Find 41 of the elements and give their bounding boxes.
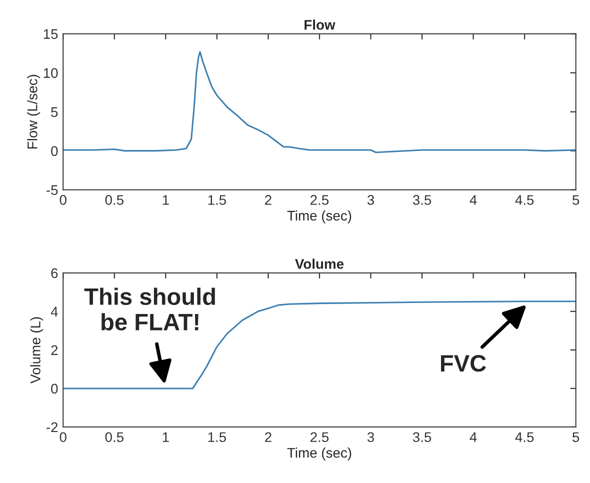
x-tick-label: 4.5 — [515, 432, 534, 442]
annotation: FVC — [441, 354, 486, 372]
x-tick-label: 4 — [470, 432, 477, 442]
x-tick-label: 2.5 — [310, 195, 329, 205]
y-tick-label: 4 — [50, 306, 58, 316]
x-tick-label: 2.5 — [310, 432, 329, 442]
y-tick-label: 10 — [44, 68, 58, 78]
x-tick-label: 0.5 — [105, 432, 124, 442]
x-tick-label: 5 — [572, 432, 580, 442]
x-tick-label: 0 — [60, 432, 66, 442]
x-tick-label: 3 — [367, 195, 374, 205]
x-tick-label: 2 — [265, 432, 272, 442]
y-tick-label: 2 — [51, 345, 58, 355]
x-tick-label: 0 — [60, 195, 66, 205]
x-axis-title: Time (sec) — [287, 448, 352, 460]
x-tick-label: 3.5 — [412, 432, 432, 442]
x-tick-label: 3.5 — [412, 195, 432, 205]
y-tick-label: 0 — [51, 384, 58, 394]
y-tick-label: 5 — [51, 107, 58, 117]
x-tick-label: 3 — [367, 432, 374, 442]
y-tick-label: -2 — [46, 422, 58, 432]
x-tick-label: 4 — [470, 195, 477, 205]
y-tick-label: 6 — [51, 268, 58, 278]
chart-title: Flow — [304, 20, 336, 30]
y-tick-label: 0 — [51, 146, 58, 156]
y-axis-title: Flow (L/sec) — [27, 74, 40, 148]
annotation: This should be FLAT! — [84, 288, 215, 330]
x-tick-label: 2 — [265, 195, 272, 205]
x-axis-title: Time (sec) — [287, 210, 352, 224]
line-series — [63, 50, 576, 154]
chart-title: Volume — [295, 258, 344, 269]
x-tick-label: 1 — [162, 432, 169, 442]
x-tick-label: 4.5 — [515, 195, 534, 205]
x-tick-label: 1.5 — [208, 432, 226, 442]
y-tick-label: 15 — [44, 29, 58, 39]
x-tick-label: 5 — [572, 195, 580, 205]
x-tick-label: 1 — [162, 195, 169, 205]
y-axis-title: Volume (L) — [30, 317, 44, 384]
y-tick-label: -5 — [46, 185, 58, 195]
x-tick-label: 1.5 — [208, 195, 226, 205]
x-tick-label: 0.5 — [105, 195, 124, 205]
